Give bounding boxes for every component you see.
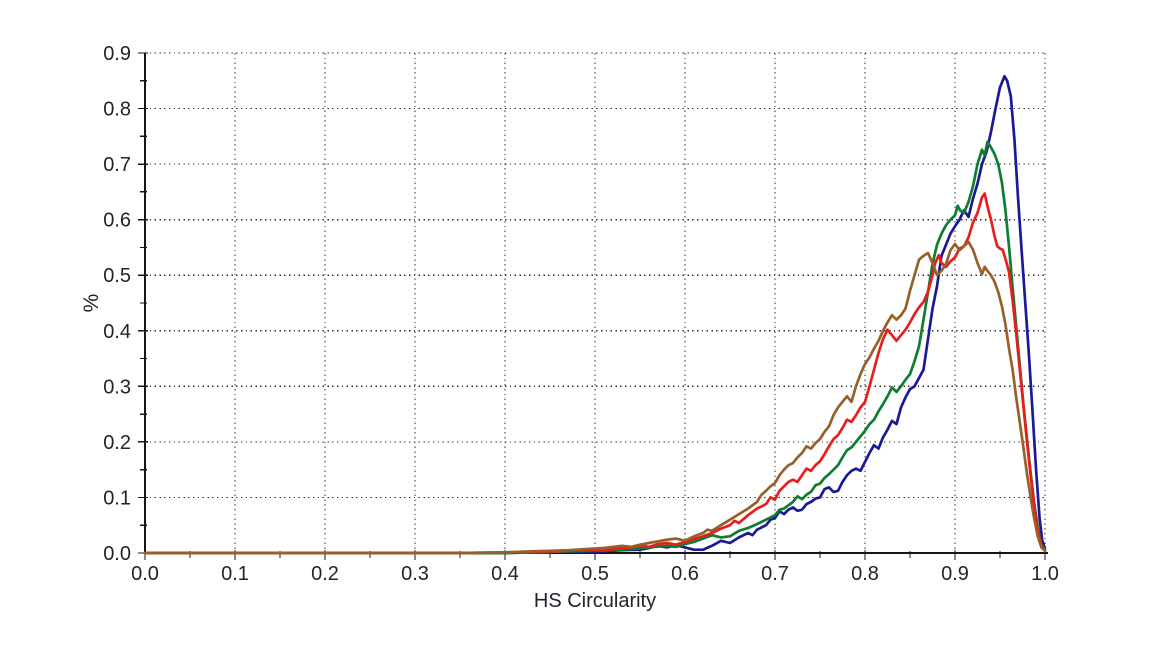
y-tick-label: 0.3	[103, 376, 131, 398]
y-tick-label: 0.2	[103, 432, 131, 454]
y-tick-label: 0.7	[103, 154, 131, 176]
tick-labels: 0.0 0.1 0.2 0.3 0.4 0.5 0.6 0.7 0.8 0.9 1.0 0.0 0.1 0…	[103, 43, 1059, 585]
y-tick-label: 0.9	[103, 43, 131, 65]
x-tick-label: 0.6	[671, 563, 699, 585]
x-tick-label: 0.9	[941, 563, 969, 585]
x-axis-title: HS Circularity	[533, 590, 657, 612]
series-green	[143, 140, 1047, 555]
y-tick-label: 0.6	[103, 210, 131, 232]
y-tick-label: 0.4	[103, 321, 131, 343]
series-group	[143, 74, 1047, 555]
x-tick-label: 0.2	[311, 563, 339, 585]
grid	[145, 52, 1046, 553]
series-red	[143, 192, 1047, 555]
x-tick-label: 1.0	[1031, 563, 1059, 585]
x-tick-label: 0.1	[221, 563, 249, 585]
x-tick-label: 0.8	[851, 563, 879, 585]
x-tick-label: 0.0	[131, 563, 159, 585]
y-axis-title: %	[80, 293, 103, 313]
x-tick-label: 0.5	[581, 563, 609, 585]
y-tick-label: 0.8	[103, 99, 131, 121]
y-tick-label: 0.5	[103, 265, 131, 287]
axes	[144, 53, 1048, 554]
x-tick-label: 0.7	[761, 563, 789, 585]
x-tick-label: 0.4	[491, 563, 519, 585]
y-tick-label: 0.0	[103, 543, 131, 565]
ticks	[138, 52, 1046, 560]
series-brown	[143, 240, 1047, 555]
y-tick-label: 0.1	[103, 487, 131, 509]
x-tick-label: 0.3	[401, 563, 429, 585]
